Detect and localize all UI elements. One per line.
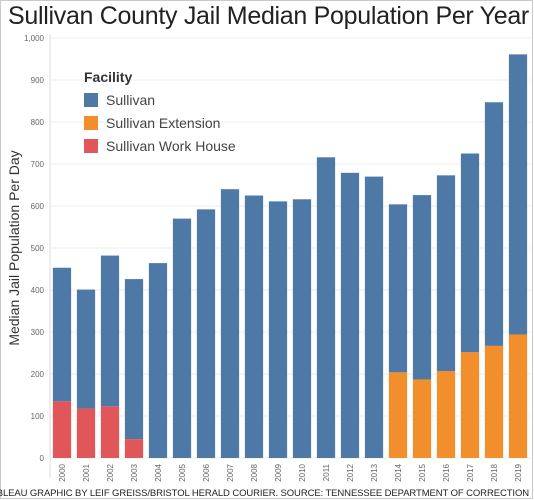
x-tick-label: 2010 <box>298 463 307 481</box>
bar-sullivan-work-house-2001 <box>76 408 96 458</box>
bar-sullivan-2006 <box>196 209 216 458</box>
x-tick-label: 2006 <box>202 463 211 481</box>
y-tick-label: 300 <box>31 328 45 337</box>
bar-sullivan-2010 <box>292 199 312 458</box>
bar-sullivan-2019 <box>508 54 528 335</box>
legend-item-sullivan: Sullivan <box>84 88 236 111</box>
x-tick-label: 2002 <box>106 463 115 481</box>
y-tick-label: 400 <box>31 286 45 295</box>
bar-sullivan-extension-2019 <box>508 334 528 458</box>
bar-sullivan-2008 <box>244 195 264 458</box>
bar-sullivan-2004 <box>148 263 168 458</box>
x-tick-label: 2005 <box>178 463 187 481</box>
y-tick-label: 0 <box>40 454 45 463</box>
x-tick-label: 2016 <box>442 463 451 481</box>
bar-sullivan-extension-2014 <box>388 372 408 458</box>
bar-sullivan-2014 <box>388 204 408 373</box>
legend: Facility Sullivan Sullivan Extension Sul… <box>84 69 236 157</box>
y-axis-title: Median Jail Population Per Day <box>6 150 22 345</box>
x-tick-label: 2008 <box>250 463 259 481</box>
x-tick-label: 2001 <box>82 463 91 481</box>
bar-sullivan-2017 <box>460 153 480 353</box>
legend-label: Sullivan <box>106 91 156 108</box>
bar-sullivan-2013 <box>364 176 384 458</box>
bar-sullivan-2012 <box>340 172 360 458</box>
x-tick-label: 2003 <box>130 463 139 481</box>
bar-sullivan-2005 <box>172 218 192 458</box>
x-tick-label: 2018 <box>490 463 499 481</box>
x-tick-label: 2007 <box>226 463 235 481</box>
x-tick-label: 2011 <box>322 463 331 481</box>
legend-label: Sullivan Extension <box>106 114 221 131</box>
x-tick-label: 2004 <box>154 463 163 481</box>
bar-sullivan-2002 <box>100 255 120 407</box>
bar-sullivan-extension-2016 <box>436 371 456 458</box>
x-tick-label: 2009 <box>274 463 283 481</box>
legend-swatch-sullivan-extension <box>84 115 98 130</box>
bar-sullivan-extension-2018 <box>484 345 504 458</box>
x-tick-label: 2012 <box>346 463 355 481</box>
bar-sullivan-2018 <box>484 102 504 346</box>
bar-sullivan-2000 <box>52 267 72 402</box>
x-tick-label: 2014 <box>394 463 403 481</box>
bar-sullivan-2007 <box>220 189 240 458</box>
bar-sullivan-2003 <box>124 279 144 440</box>
y-tick-label: 100 <box>31 412 45 421</box>
bar-sullivan-work-house-2000 <box>52 401 72 458</box>
legend-title: Facility <box>84 69 133 85</box>
y-tick-label: 500 <box>31 244 45 253</box>
x-tick-label: 2017 <box>466 463 475 481</box>
bar-sullivan-work-house-2002 <box>100 406 120 458</box>
bar-sullivan-extension-2017 <box>460 352 480 458</box>
bar-sullivan-2011 <box>316 157 336 458</box>
legend-item-sullivan-extension: Sullivan Extension <box>84 111 236 134</box>
legend-label: Sullivan Work House <box>106 137 236 154</box>
legend-item-sullivan-work-house: Sullivan Work House <box>84 134 236 157</box>
x-tick-label: 2015 <box>418 463 427 481</box>
bar-sullivan-2009 <box>268 201 288 458</box>
chart-title: Sullivan County Jail Median Population P… <box>8 2 529 30</box>
y-tick-label: 700 <box>31 160 45 169</box>
y-tick-label: 200 <box>31 370 45 379</box>
y-tick-label: 600 <box>31 202 45 211</box>
footer-credit: TABLEAU GRAPHIC BY LEIF GREISS/BRISTOL H… <box>0 488 529 499</box>
bar-sullivan-2016 <box>436 175 456 372</box>
y-tick-label: 900 <box>31 76 45 85</box>
x-tick-label: 2000 <box>58 463 67 481</box>
x-tick-label: 2019 <box>514 463 523 481</box>
x-tick-label: 2013 <box>370 463 379 481</box>
bar-sullivan-2001 <box>76 289 96 409</box>
y-tick-label: 1,000 <box>24 34 45 43</box>
bar-sullivan-2015 <box>412 195 432 380</box>
y-tick-label: 800 <box>31 118 45 127</box>
legend-swatch-sullivan-work-house <box>84 138 98 153</box>
bar-sullivan-work-house-2003 <box>124 439 144 458</box>
legend-swatch-sullivan <box>84 92 98 107</box>
bar-sullivan-extension-2015 <box>412 379 432 458</box>
